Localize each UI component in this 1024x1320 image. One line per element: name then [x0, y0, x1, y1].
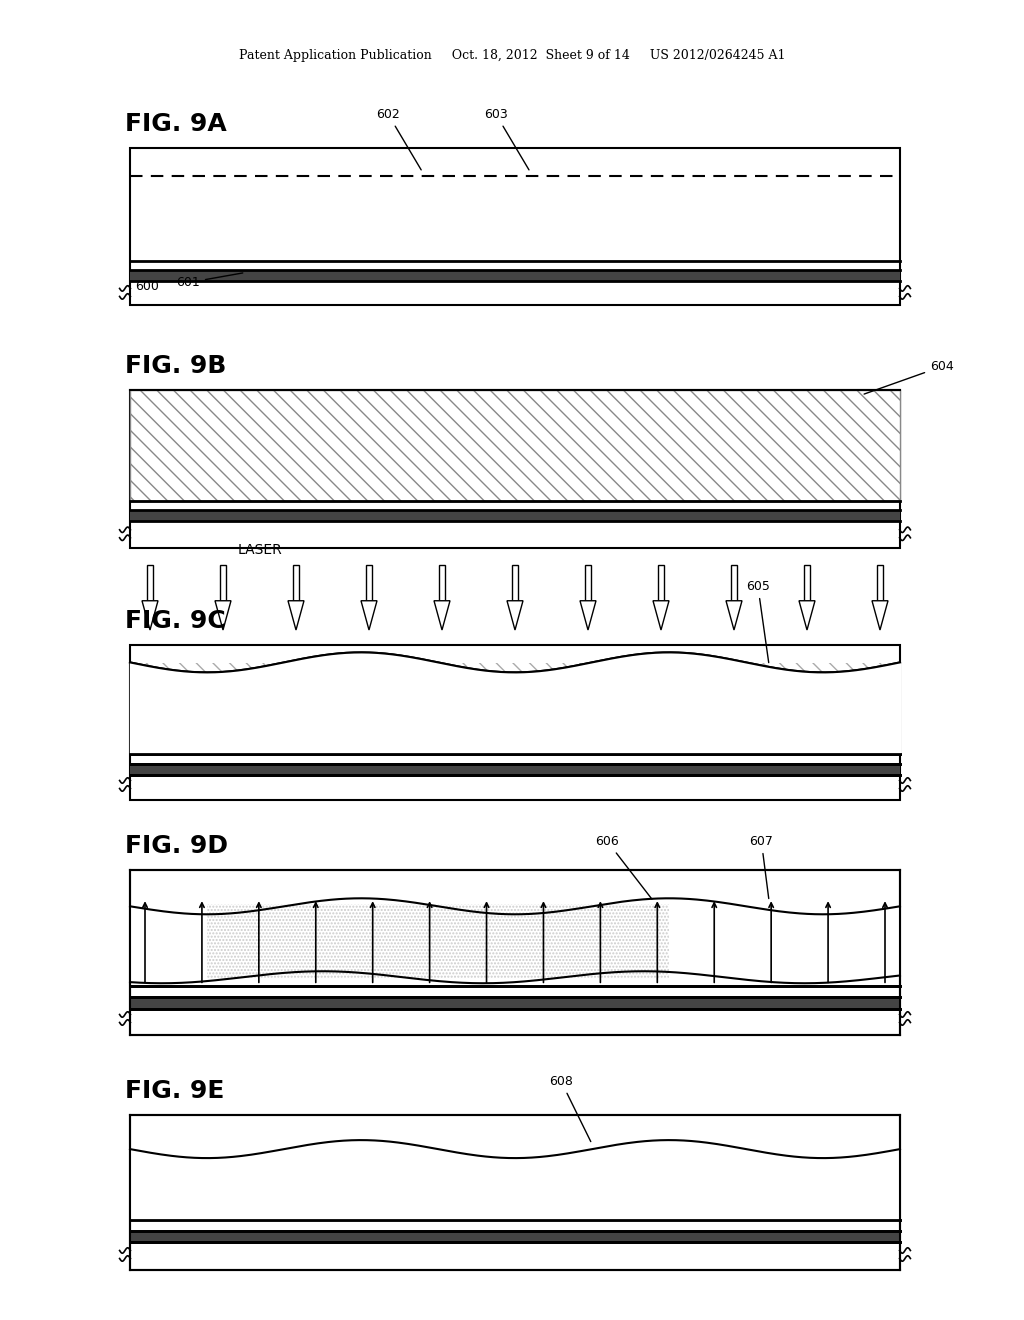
Polygon shape: [872, 601, 888, 630]
Bar: [512, 565, 518, 601]
Bar: [293, 565, 299, 601]
Bar: [130, 764, 900, 775]
Text: 603: 603: [484, 108, 529, 170]
Text: FIG. 9D: FIG. 9D: [125, 834, 228, 858]
Bar: [658, 565, 664, 601]
Bar: [130, 1232, 900, 1242]
Bar: [130, 1115, 900, 1270]
Polygon shape: [507, 601, 523, 630]
Bar: [130, 664, 900, 754]
Text: FIG. 9E: FIG. 9E: [125, 1078, 224, 1104]
Text: 602: 602: [377, 108, 421, 170]
Polygon shape: [215, 601, 231, 630]
Bar: [130, 271, 900, 281]
Text: FIG. 9C: FIG. 9C: [125, 609, 225, 634]
Bar: [130, 148, 900, 305]
Bar: [220, 565, 226, 601]
Text: 605: 605: [746, 579, 770, 663]
Polygon shape: [142, 601, 158, 630]
Bar: [130, 510, 900, 521]
Text: Patent Application Publication     Oct. 18, 2012  Sheet 9 of 14     US 2012/0264: Patent Application Publication Oct. 18, …: [239, 49, 785, 62]
Bar: [439, 565, 444, 601]
Bar: [130, 870, 900, 1035]
Polygon shape: [580, 601, 596, 630]
Text: 604: 604: [864, 360, 953, 395]
Bar: [878, 565, 883, 601]
Text: LASER: LASER: [238, 543, 283, 557]
Polygon shape: [726, 601, 742, 630]
Polygon shape: [653, 601, 669, 630]
Polygon shape: [799, 601, 815, 630]
Text: 608: 608: [549, 1074, 591, 1142]
Bar: [130, 389, 900, 548]
Bar: [804, 565, 810, 601]
Bar: [130, 389, 900, 500]
Polygon shape: [288, 601, 304, 630]
Text: FIG. 9A: FIG. 9A: [125, 112, 226, 136]
Bar: [731, 565, 737, 601]
Bar: [130, 997, 900, 1008]
Text: 601: 601: [176, 273, 243, 289]
Bar: [585, 565, 591, 601]
Polygon shape: [434, 601, 450, 630]
Text: 600: 600: [135, 280, 159, 293]
Text: 607: 607: [750, 836, 773, 899]
Text: FIG. 9B: FIG. 9B: [125, 354, 226, 378]
Text: 606: 606: [596, 836, 652, 899]
Bar: [367, 565, 372, 601]
Bar: [130, 645, 900, 800]
Polygon shape: [361, 601, 377, 630]
Bar: [207, 904, 669, 979]
Bar: [147, 565, 153, 601]
